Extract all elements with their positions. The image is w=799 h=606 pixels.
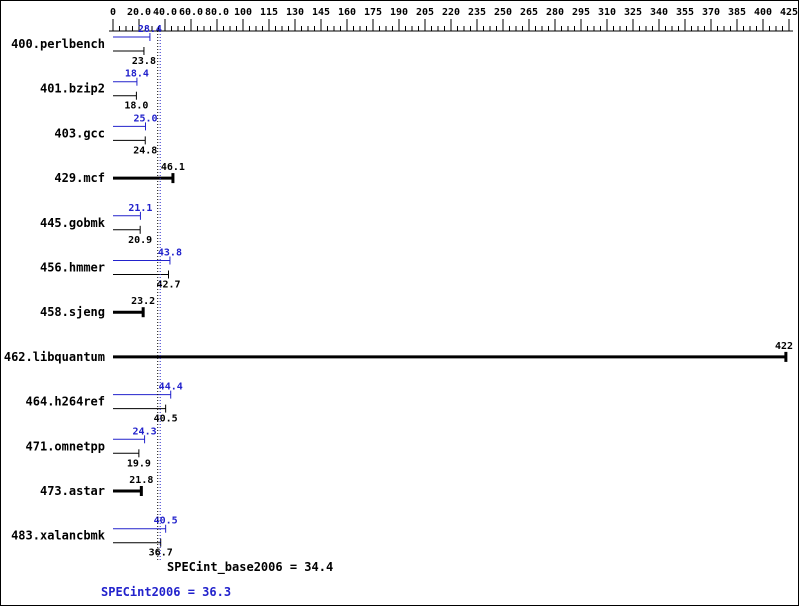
axis-tick-label: 190 (390, 7, 408, 18)
base-value-label: 24.8 (133, 145, 157, 156)
axis-tick-label: 310 (598, 7, 616, 18)
axis-tick-label: 115 (260, 7, 278, 18)
base-value-label: 40.5 (154, 414, 178, 425)
axis-tick-label: 425 (780, 7, 798, 18)
base-value-label: 20.9 (128, 235, 152, 246)
axis-tick-label: 265 (520, 7, 538, 18)
base-summary-label: SPECint_base2006 = 34.4 (167, 560, 333, 575)
axis-tick-label: 400 (754, 7, 772, 18)
axis-tick-label: 0 (110, 7, 116, 18)
benchmark-label: 462.libquantum (4, 350, 105, 364)
benchmark-label: 473.astar (40, 484, 105, 498)
axis-tick-label: 250 (494, 7, 512, 18)
peak-value-label: 28.4 (138, 24, 162, 35)
benchmark-label: 464.h264ref (26, 395, 105, 409)
benchmark-label: 471.omnetpp (26, 439, 105, 453)
base-value-label: 42.7 (156, 280, 180, 291)
axis-tick-label: 325 (624, 7, 642, 18)
benchmark-label: 401.bzip2 (40, 82, 105, 96)
base-value-label: 422 (775, 341, 793, 352)
peak-value-label: 18.4 (125, 69, 149, 80)
base-value-label: 19.9 (127, 458, 151, 469)
peak-summary-label: SPECint2006 = 36.3 (101, 585, 231, 599)
axis-tick-label: 130 (286, 7, 304, 18)
axis-tick-label: 355 (676, 7, 694, 18)
benchmark-label: 400.perlbench (11, 37, 105, 51)
axis-tick-label: 220 (442, 7, 460, 18)
benchmark-label: 456.hmmer (40, 261, 105, 275)
peak-value-label: 25.0 (133, 113, 157, 124)
base-value-label: 21.8 (129, 475, 153, 486)
peak-value-label: 44.4 (159, 382, 183, 393)
axis-tick-label: 280 (546, 7, 564, 18)
benchmark-label: 483.xalancbmk (11, 529, 106, 543)
axis-tick-label: 235 (468, 7, 486, 18)
base-value-label: 23.2 (131, 296, 155, 307)
axis-tick-label: 295 (572, 7, 590, 18)
axis-tick-label: 145 (312, 7, 330, 18)
base-value-label: 18.0 (124, 101, 148, 112)
axis-tick-label: 160 (338, 7, 356, 18)
axis-tick-label: 80.0 (205, 7, 229, 18)
base-value-label: 36.7 (149, 548, 173, 559)
peak-value-label: 40.5 (154, 516, 178, 527)
benchmark-label: 445.gobmk (40, 216, 106, 230)
axis-tick-label: 60.0 (179, 7, 203, 18)
chart-generated-layer: 0 20.0 40.0 60.0 80.0 100 115 130 145 160 175 190 20… (4, 7, 798, 561)
benchmark-label: 429.mcf (54, 171, 105, 185)
axis-tick-label: 175 (364, 7, 382, 18)
axis-tick-label: 340 (650, 7, 668, 18)
axis-tick-label: 20.0 (127, 7, 151, 18)
base-value-label: 46.1 (161, 162, 185, 173)
benchmark-label: 458.sjeng (40, 305, 105, 319)
axis-tick-label: 100 (234, 7, 252, 18)
peak-value-label: 21.1 (128, 203, 152, 214)
axis-tick-label: 385 (728, 7, 746, 18)
axis-tick-label: 205 (416, 7, 434, 18)
peak-value-label: 43.8 (158, 248, 182, 259)
axis-tick-label: 40.0 (153, 7, 177, 18)
base-value-label: 23.8 (132, 56, 156, 67)
benchmark-label: 403.gcc (54, 126, 105, 140)
axis-tick-label: 370 (702, 7, 720, 18)
peak-value-label: 24.3 (133, 426, 157, 437)
